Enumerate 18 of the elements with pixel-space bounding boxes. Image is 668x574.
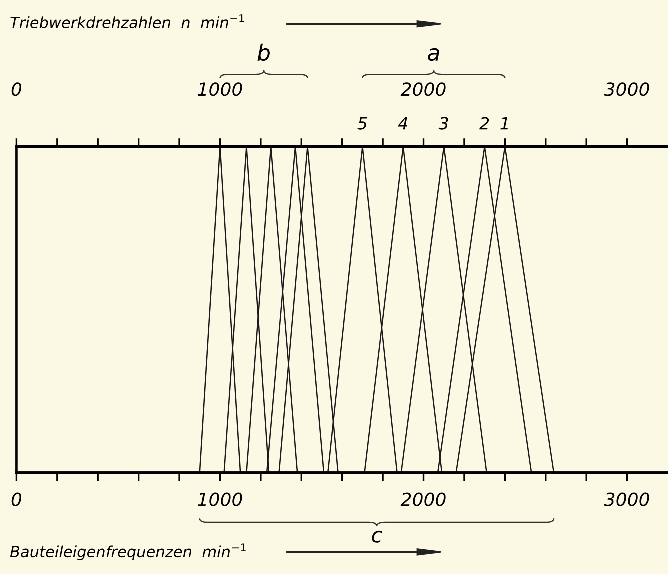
x2-axis-title: Triebwerkdrehzahlen n min$^{−1}$ xyxy=(10,14,244,28)
x-tick-label: 3000 xyxy=(604,492,650,506)
x-tick-label: 1000 xyxy=(198,492,242,506)
x-tick-label: 2000 xyxy=(400,492,446,506)
text: b xyxy=(258,44,270,62)
annotation: 3 xyxy=(438,117,448,130)
x2-tick-label: 2000 xyxy=(400,82,446,96)
annotation: 1 xyxy=(500,117,508,130)
annotation: 2 xyxy=(480,117,490,130)
x2-tick-label: 3000 xyxy=(604,82,650,96)
annotation: 5 xyxy=(358,117,368,130)
x-tick-label: 0 xyxy=(12,492,22,506)
text: c xyxy=(372,530,382,543)
x2-tick-label: 1000 xyxy=(198,82,242,96)
x-axis-title: Bauteileigenfrequenzen min$^{−1}$ xyxy=(10,544,246,561)
annotation: 4 xyxy=(398,117,408,130)
x2-tick-label: 0 xyxy=(12,82,22,96)
text: a xyxy=(428,48,440,62)
